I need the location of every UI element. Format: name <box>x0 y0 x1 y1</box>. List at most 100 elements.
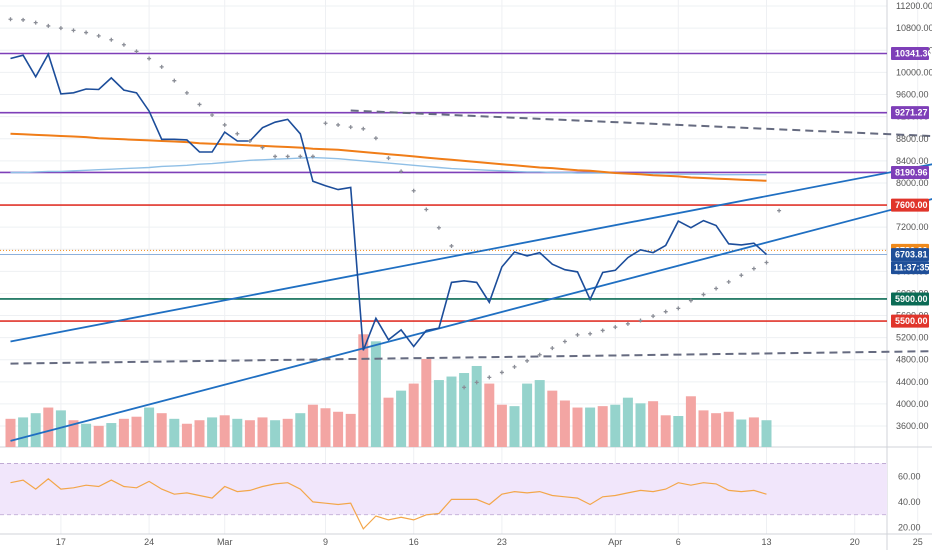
rsi-panel <box>0 463 887 530</box>
volume-bar <box>5 418 16 447</box>
y-tick-label: 7200.00 <box>896 222 929 232</box>
rsi-tick-label: 40.00 <box>898 497 921 507</box>
volume-bar <box>622 397 633 447</box>
x-tick-label: 6 <box>676 537 681 547</box>
psar-point <box>121 42 126 47</box>
trendline-dashed-upper <box>350 109 932 138</box>
level-badge <box>891 292 929 306</box>
y-tick-label: 10000.00 <box>896 67 932 77</box>
trendline-channel-lower <box>10 198 932 442</box>
trendline-dashed-lower <box>10 350 932 365</box>
psar-point <box>361 126 366 131</box>
psar-point <box>46 23 51 28</box>
volume-bar <box>496 404 507 447</box>
level-badge-label: 6703.81 <box>895 250 928 260</box>
psar-point <box>764 260 769 265</box>
volume-bar <box>547 390 558 447</box>
level-badge-label: 9271.27 <box>895 108 928 118</box>
psar-point <box>751 266 756 271</box>
volume-bar <box>370 341 381 447</box>
level-badge <box>891 106 929 120</box>
volume-bar <box>446 376 457 447</box>
volume-bar <box>748 417 759 447</box>
trendline-channel-upper <box>10 163 932 343</box>
psar-point <box>8 17 13 22</box>
psar-point <box>411 188 416 193</box>
psar-point <box>651 314 656 319</box>
x-tick-label: 24 <box>144 537 154 547</box>
x-tick-label: 9 <box>323 537 328 547</box>
psar-point <box>336 122 341 127</box>
volume-bar <box>270 420 281 447</box>
psar-point <box>676 306 681 311</box>
psar-point <box>701 292 706 297</box>
volume-bar <box>610 404 621 447</box>
volume-bar <box>232 418 243 447</box>
volume-bar <box>131 416 142 447</box>
psar-point <box>159 64 164 69</box>
level-badge-label: 10341.30 <box>895 48 932 58</box>
rsi-line <box>10 478 767 530</box>
volume-bar <box>484 383 495 447</box>
volume-bars <box>5 334 772 447</box>
y-tick-label: 11200.00 <box>896 1 932 11</box>
level-badge-label: 8190.96 <box>895 167 928 177</box>
level-badge-label: 5900.00 <box>895 294 928 304</box>
psar-point <box>21 17 26 22</box>
psar-point <box>222 122 227 127</box>
psar-point <box>613 325 618 330</box>
y-tick-label: 8800.00 <box>896 134 929 144</box>
volume-bar <box>207 417 218 447</box>
volume-bar <box>673 416 684 447</box>
volume-bar <box>698 410 709 447</box>
psar-point <box>235 131 240 136</box>
psar-point <box>96 33 101 38</box>
psar-point <box>273 154 278 159</box>
psar-point <box>487 375 492 380</box>
volume-bar <box>257 417 268 447</box>
volume-bar <box>81 423 92 447</box>
volume-bar <box>320 408 331 447</box>
volume-bar <box>219 415 230 447</box>
ema-line <box>10 132 767 182</box>
volume-bar <box>685 396 696 447</box>
volume-bar <box>723 411 734 447</box>
volume-bar <box>711 413 722 447</box>
volume-bar <box>169 418 180 447</box>
volume-bar <box>244 420 255 447</box>
x-tick-label: 13 <box>761 537 771 547</box>
psar-point <box>525 358 530 363</box>
rsi-band <box>0 463 887 515</box>
psar-point <box>71 28 76 33</box>
psar-point <box>462 385 467 390</box>
x-tick-label: 25 <box>913 537 923 547</box>
volume-bar <box>68 420 79 447</box>
horizontal-levels <box>0 52 887 322</box>
psar-point <box>310 154 315 159</box>
x-tick-label: 17 <box>56 537 66 547</box>
y-tick-label: 4400.00 <box>896 377 929 387</box>
psar-point <box>714 286 719 291</box>
rsi-tick-label: 20.00 <box>898 523 921 533</box>
psar-point <box>172 78 177 83</box>
volume-bar <box>522 383 533 447</box>
psar-point <box>726 279 731 284</box>
psar-point <box>600 328 605 333</box>
x-tick-label: 16 <box>409 537 419 547</box>
psar-point <box>424 207 429 212</box>
psar-point <box>638 318 643 323</box>
volume-bar <box>459 373 470 447</box>
volume-bar <box>55 410 66 447</box>
psar-point <box>147 56 152 61</box>
psar-point <box>84 30 89 35</box>
y-tick-label: 8400.00 <box>896 156 929 166</box>
volume-bar <box>118 418 129 447</box>
volume-bar <box>433 380 444 447</box>
level-badge <box>891 248 929 262</box>
y-tick-label: 4000.00 <box>896 399 929 409</box>
psar-point <box>625 321 630 326</box>
psar-point <box>260 145 265 150</box>
volume-bar <box>93 425 104 447</box>
level-badge <box>891 46 929 60</box>
